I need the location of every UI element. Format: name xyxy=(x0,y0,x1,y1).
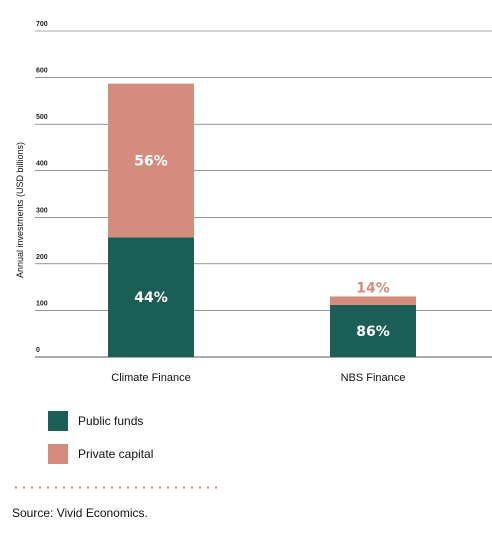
category-label: NBS Finance xyxy=(341,372,406,384)
bars xyxy=(108,83,416,357)
y-tick-label: 600 xyxy=(36,68,48,75)
legend-label-public: Public funds xyxy=(78,414,144,428)
y-tick-label: 0 xyxy=(36,347,40,354)
legend-item-public-funds: Public funds xyxy=(48,411,153,431)
category-labels: Climate Finance NBS Finance xyxy=(111,372,405,384)
percent-label: 56% xyxy=(134,153,168,169)
legend-label-private: Private capital xyxy=(78,447,154,461)
bar-private-0 xyxy=(108,83,194,238)
source-note: Source: Vivid Economics. xyxy=(12,506,148,520)
y-tick-label: 500 xyxy=(36,114,48,121)
y-tick-label: 100 xyxy=(36,300,48,307)
stacked-bar-chart: 0 100 200 300 400 500 600 700 44% 56% 86% 14% Clim… xyxy=(15,21,492,384)
bar-private-1 xyxy=(330,296,416,305)
percent-label: 14% xyxy=(356,280,390,296)
y-tick-label: 300 xyxy=(36,207,48,214)
bar-public-1 xyxy=(330,304,416,357)
percent-label: 44% xyxy=(134,290,168,306)
y-tick-label: 700 xyxy=(36,21,48,28)
category-label: Climate Finance xyxy=(111,372,190,384)
y-axis-label: Annual investments (USD billions) xyxy=(15,142,25,278)
percent-labels: 44% 56% 86% 14% xyxy=(134,153,390,339)
y-tick-label: 400 xyxy=(36,161,48,168)
legend-swatch-public xyxy=(48,411,68,431)
y-axis-ticks: 0 100 200 300 400 500 600 700 xyxy=(36,21,48,354)
legend: Public funds Private capital xyxy=(48,411,153,477)
dotted-divider xyxy=(12,486,218,489)
gridlines xyxy=(35,30,492,358)
legend-swatch-private xyxy=(48,444,68,464)
legend-item-private-capital: Private capital xyxy=(48,444,153,464)
percent-label: 86% xyxy=(356,324,390,340)
y-tick-label: 200 xyxy=(36,254,48,261)
bar-public-0 xyxy=(108,237,194,357)
